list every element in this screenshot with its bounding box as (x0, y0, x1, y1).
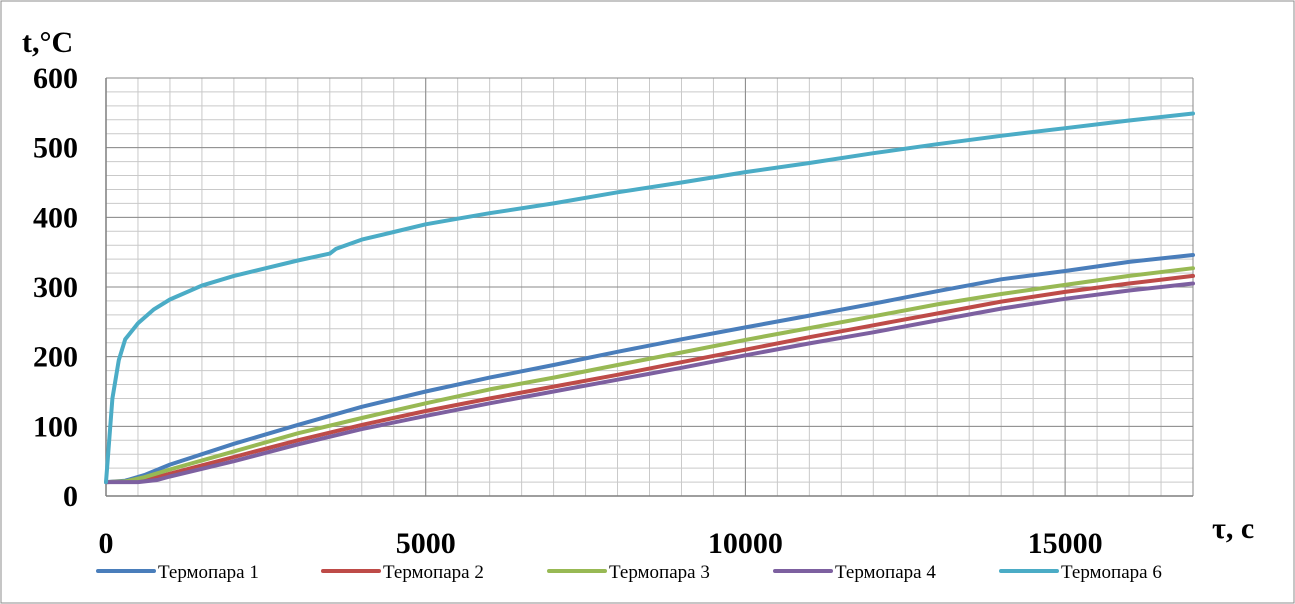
y-tick-label: 400 (33, 201, 78, 234)
legend-label: Термопара 4 (835, 562, 936, 583)
series-line (104, 273, 1195, 485)
series-line (104, 281, 1195, 485)
series-lines (104, 111, 1195, 485)
x-tick-label: 5000 (396, 527, 456, 560)
legend-label: Термопара 2 (383, 562, 484, 583)
x-tick-label: 10000 (708, 527, 783, 560)
y-tick-label: 600 (33, 62, 78, 95)
x-tick-label: 15000 (1028, 527, 1103, 560)
y-tick-label: 100 (33, 410, 78, 443)
legend: Термопара 1 Термопара 2 Термопара 3 Термопа… (96, 562, 1162, 583)
y-tick-label: 300 (33, 271, 78, 304)
series-line (104, 253, 1195, 485)
tick-labels: 0 100 200 300 400 500 600 0 5000 10000 15000 (33, 62, 1103, 560)
x-axis-title: τ, c (1212, 512, 1254, 545)
grid (105, 77, 1194, 497)
series-line (104, 111, 1195, 485)
y-tick-label: 500 (33, 132, 78, 165)
legend-label: Термопара 6 (1061, 562, 1162, 583)
y-tick-label: 0 (63, 480, 78, 513)
y-axis-title: t,°C (22, 26, 73, 59)
legend-label: Термопара 1 (158, 562, 259, 583)
legend-label: Термопара 3 (609, 562, 710, 583)
series-line (104, 266, 1195, 485)
axes (105, 78, 1193, 497)
y-tick-label: 200 (33, 341, 78, 374)
x-tick-label: 0 (99, 527, 114, 560)
